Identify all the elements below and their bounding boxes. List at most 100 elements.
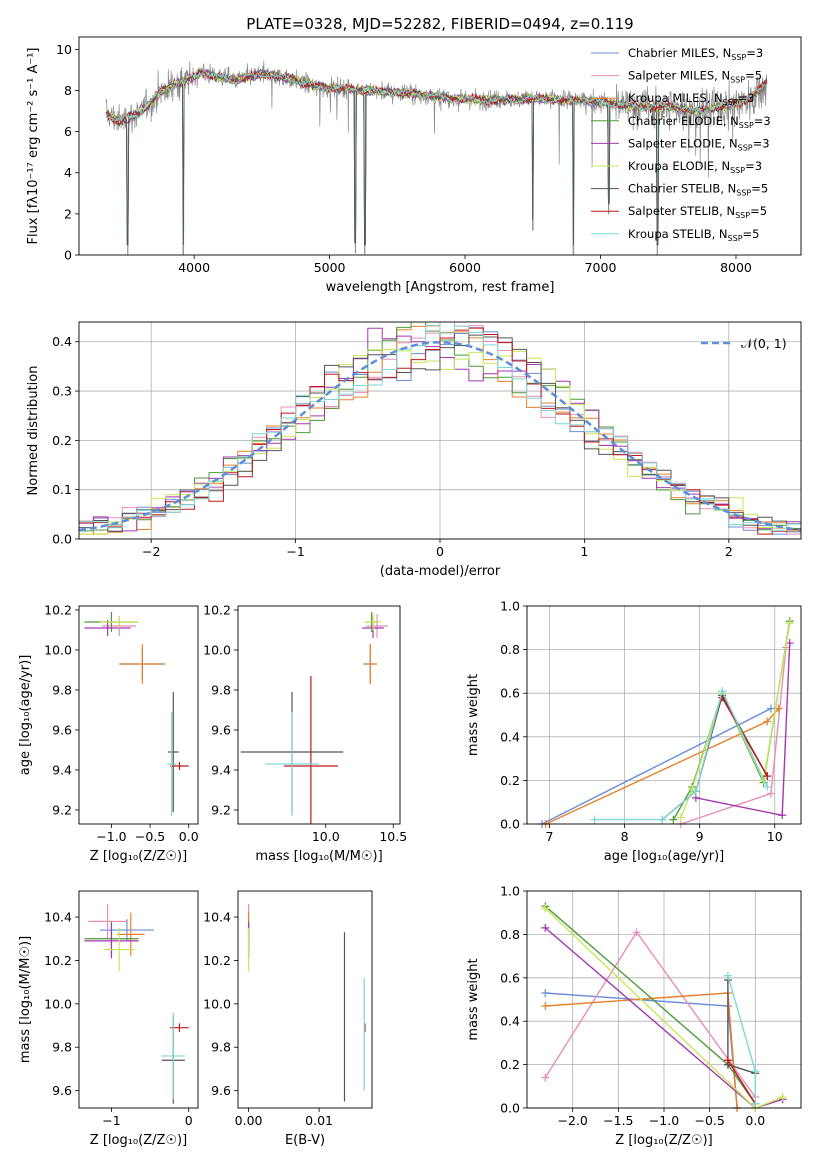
axes-frame <box>78 321 802 540</box>
weight-line-7 <box>727 1059 756 1105</box>
weight-marker <box>723 1056 732 1065</box>
legend-subscript: SSP <box>731 53 746 62</box>
x-tick-label: 0.00 <box>235 1113 263 1128</box>
axes-frame <box>78 605 199 825</box>
legend-subscript: SSP <box>723 98 738 107</box>
x-axis-label: E(B-V) <box>285 1133 325 1148</box>
y-tick-label: 6 <box>64 124 72 139</box>
legend-subscript: SSP <box>736 189 751 198</box>
x-tick-label: 0 <box>185 1113 193 1128</box>
y-tick-label: 0.0 <box>52 532 72 547</box>
y-tick-label: 0.0 <box>500 1101 520 1116</box>
weight-marker <box>785 619 794 628</box>
residuals-panel: −2 −1 0 1 2 0.0 0.1 0.2 0.3 0.4 (data-model)/error… <box>26 321 802 579</box>
y-tick-label: 1.0 <box>500 599 520 614</box>
y-tick-label: 0.6 <box>500 970 520 985</box>
x-tick-label: −2.0 <box>557 1113 587 1128</box>
x-axis-label: Z [log₁₀(Z/Z☉)] <box>615 1133 712 1148</box>
x-tick-label: −0.5 <box>135 829 165 844</box>
x-tick-label: 10.5 <box>379 829 407 844</box>
weight-vs-z-panel: −2.0 −1.5 −1.0 −0.5 0.0 0.0 0.2 0.4 0.6 0.8 1.0 Z [… <box>466 884 802 1148</box>
y-axis-label: mass [log₁₀(M/M☉)] <box>18 936 33 1063</box>
x-tick-label: 6000 <box>449 260 481 275</box>
weight-marker <box>751 1099 760 1108</box>
weight-line-8 <box>594 688 768 821</box>
y-axis-label: Flux [fλ10⁻¹⁷ erg cm⁻² s⁻¹ A⁻¹] <box>26 48 41 245</box>
weight-marker <box>541 1073 550 1082</box>
y-tick-label: 0.0 <box>500 817 520 832</box>
x-tick-label: 7 <box>546 829 554 844</box>
y-tick-label: 0.4 <box>500 729 520 744</box>
legend-value: =5 <box>751 182 768 196</box>
legend-subscript: SSP <box>735 211 750 220</box>
y-tick-label: 10.0 <box>44 643 72 658</box>
legend-label: Salpeter MILES, NSSP=5 <box>628 69 762 85</box>
x-axis-label: Z [log₁₀(Z/Z☉)] <box>90 849 187 864</box>
y-tick-label: 9.6 <box>52 723 72 738</box>
weight-marker <box>669 815 678 824</box>
y-tick-label: 0.4 <box>52 334 72 349</box>
weight-line-0 <box>541 707 772 825</box>
x-axis-label: wavelength [Angstrom, rest frame] <box>326 280 555 295</box>
legend-value: =3 <box>754 114 771 128</box>
legend-label: Chabrier STELIB, NSSP=5 <box>628 182 768 198</box>
x-tick-label: −1.0 <box>649 1113 679 1128</box>
age-vs-z-panel: −1.0 −0.5 0.0 9.2 9.4 9.6 9.8 10.0 10.2 Z [log₁₀(… <box>18 603 199 865</box>
weight-marker <box>763 772 772 781</box>
y-tick-label: 0.2 <box>500 1057 520 1072</box>
y-tick-label: 9.6 <box>52 1083 72 1098</box>
axes-frame <box>78 36 802 256</box>
legend-label: Chabrier MILES, NSSP=3 <box>628 46 763 62</box>
weight-marker <box>541 904 550 913</box>
weight-marker <box>658 815 667 824</box>
y-tick-label: 0.2 <box>500 773 520 788</box>
axes-frame <box>526 605 802 825</box>
x-tick-label: 5000 <box>314 260 346 275</box>
histogram-step-7 <box>79 327 801 535</box>
y-tick-label: 0.6 <box>500 686 520 701</box>
weight-line-3 <box>672 621 791 820</box>
x-tick-label: 0.0 <box>179 829 199 844</box>
x-tick-label: 0.0 <box>745 1113 765 1128</box>
legend-subscript: SSP <box>728 234 743 243</box>
x-tick-label: −2 <box>142 544 160 559</box>
x-tick-label: −1 <box>286 544 304 559</box>
legend-label: Kroupa ELODIE, NSSP=3 <box>628 159 762 175</box>
normal-curve-line <box>79 340 801 532</box>
y-tick-label: 4 <box>64 165 72 180</box>
axes-frame <box>526 890 802 1109</box>
mass-vs-z-panel: −1 0 9.6 9.8 10.0 10.2 10.4 Z [log₁₀(Z/Z☉)] mass… <box>18 890 199 1148</box>
y-tick-label: 10.0 <box>44 996 72 1011</box>
x-tick-label: −0.5 <box>694 1113 724 1128</box>
weight-line-7 <box>721 697 768 777</box>
weight-line-1 <box>544 930 756 1098</box>
x-tick-label: 10.0 <box>312 829 340 844</box>
weight-marker <box>541 1002 550 1011</box>
x-tick-label: 2 <box>725 544 733 559</box>
y-tick-label: 10.0 <box>203 996 231 1011</box>
y-tick-label: 9.2 <box>52 803 72 818</box>
axes-frame <box>237 605 401 825</box>
x-tick-label: 0 <box>436 544 444 559</box>
legend-value: =3 <box>753 136 770 150</box>
legend-value: =5 <box>750 204 767 218</box>
age-vs-mass-panel: 10.0 10.5 9.2 9.4 9.6 9.8 10.0 10.2 mass [log₁₀(… <box>203 603 407 865</box>
weight-marker <box>676 813 685 822</box>
y-tick-label: 10.4 <box>203 910 231 925</box>
y-tick-label: 9.8 <box>211 1040 231 1055</box>
legend-label: Salpeter STELIB, NSSP=5 <box>628 204 767 220</box>
x-axis-label: (data-model)/error <box>380 564 501 579</box>
y-tick-label: 10.4 <box>44 910 72 925</box>
x-tick-label: 9 <box>696 829 704 844</box>
y-axis-label: mass weight <box>466 958 481 1040</box>
y-tick-label: 0.8 <box>500 642 520 657</box>
y-tick-label: 10.0 <box>203 643 231 658</box>
x-tick-label: 0.01 <box>305 1113 333 1128</box>
y-tick-label: 10.2 <box>203 603 231 618</box>
model-spectrum-line-8 <box>105 70 767 122</box>
legend-value: =5 <box>743 227 760 241</box>
x-tick-label: −1.0 <box>96 829 126 844</box>
y-tick-label: 9.4 <box>52 763 72 778</box>
y-tick-label: 0.8 <box>500 927 520 942</box>
weight-marker <box>718 687 727 696</box>
